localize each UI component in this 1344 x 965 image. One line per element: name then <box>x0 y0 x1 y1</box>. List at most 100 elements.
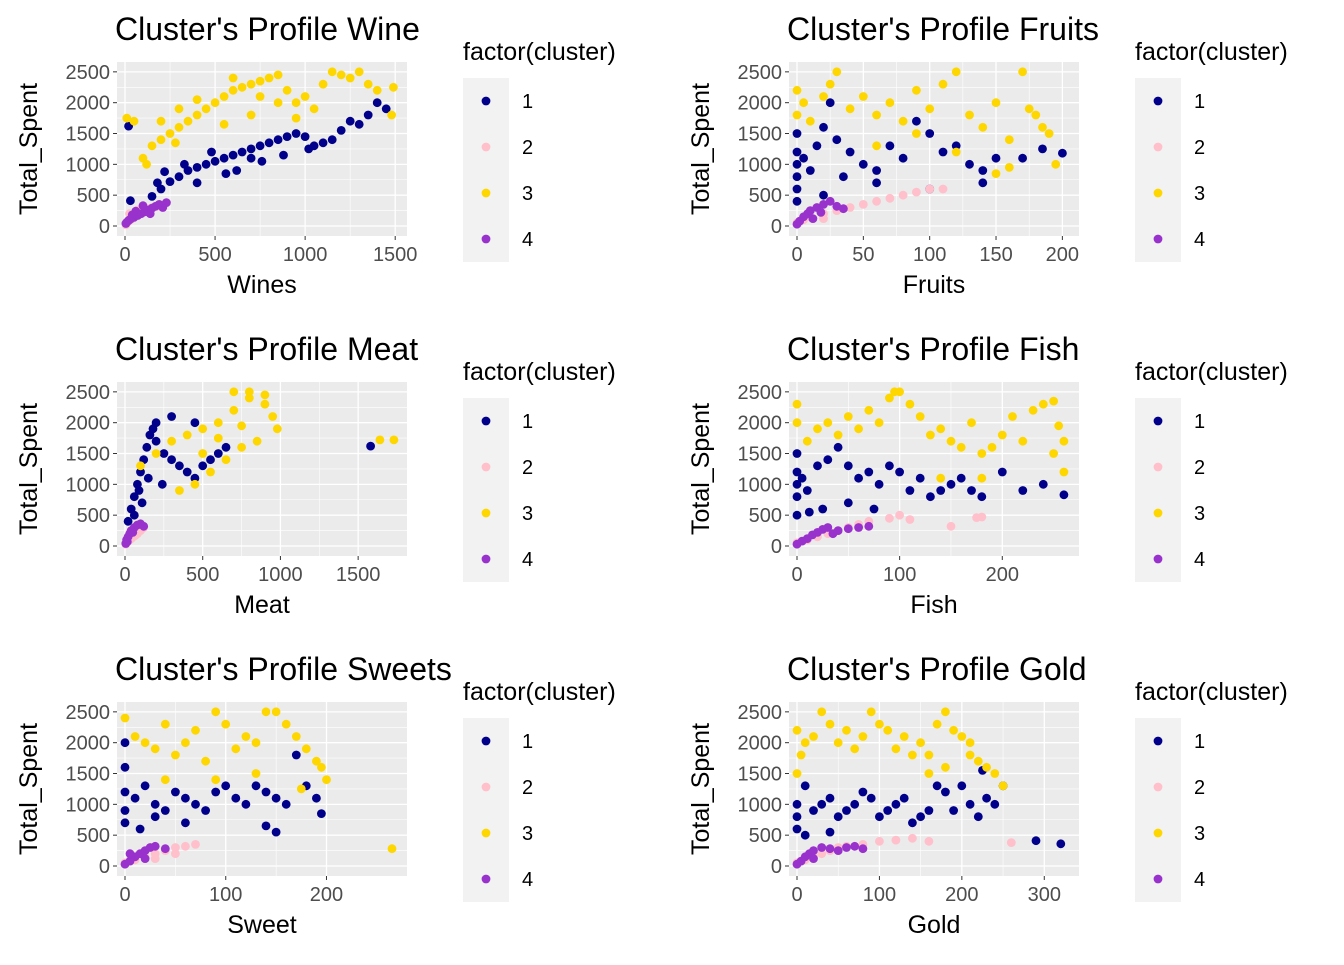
data-point-cluster-1 <box>804 507 814 517</box>
data-point-cluster-4 <box>809 846 818 855</box>
data-point-cluster-2 <box>924 836 934 846</box>
data-point-cluster-4 <box>854 523 863 532</box>
data-point-cluster-1 <box>858 787 868 797</box>
legend-label-4: 4 <box>522 869 533 891</box>
data-point-cluster-2 <box>938 184 948 194</box>
data-point-cluster-2 <box>895 510 904 520</box>
data-point-cluster-4 <box>858 844 868 854</box>
data-point-cluster-3 <box>147 141 157 151</box>
data-point-cluster-3 <box>802 436 812 446</box>
data-point-cluster-1 <box>241 799 251 809</box>
data-point-cluster-3 <box>977 449 987 458</box>
data-point-cluster-3 <box>171 138 180 148</box>
legend-key-2 <box>481 782 491 792</box>
data-point-cluster-1 <box>872 178 881 188</box>
legend-label-2: 2 <box>522 777 533 799</box>
data-point-cluster-1 <box>167 412 177 421</box>
data-point-cluster-1 <box>802 486 812 495</box>
data-point-cluster-1 <box>210 156 220 166</box>
data-point-cluster-1 <box>137 498 147 508</box>
data-point-cluster-3 <box>926 430 935 440</box>
data-point-cluster-1 <box>159 449 169 458</box>
data-point-cluster-3 <box>165 129 175 138</box>
data-point-cluster-3 <box>800 738 810 748</box>
x-tick-label: 500 <box>186 564 219 586</box>
x-axis-title: Wines <box>227 271 296 299</box>
data-point-cluster-3 <box>156 135 166 145</box>
data-point-cluster-1 <box>372 98 382 108</box>
data-point-cluster-1 <box>1038 144 1047 154</box>
data-point-cluster-4 <box>145 209 155 219</box>
data-point-cluster-3 <box>130 732 140 741</box>
data-point-cluster-3 <box>160 775 170 785</box>
legend-label-1: 1 <box>522 91 533 113</box>
data-point-cluster-3 <box>1018 436 1028 446</box>
data-point-cluster-1 <box>257 156 267 166</box>
data-point-cluster-4 <box>843 524 853 534</box>
data-point-cluster-1 <box>885 461 894 471</box>
legend-label-3: 3 <box>522 183 533 205</box>
data-point-cluster-1 <box>850 799 860 809</box>
data-point-cluster-3 <box>924 750 934 760</box>
data-point-cluster-1 <box>936 486 946 495</box>
data-point-cluster-3 <box>191 725 200 735</box>
data-point-cluster-3 <box>997 430 1007 440</box>
data-point-cluster-1 <box>190 418 200 428</box>
data-point-cluster-1 <box>1058 148 1067 158</box>
data-point-cluster-3 <box>912 129 921 138</box>
data-point-cluster-1 <box>281 799 291 809</box>
data-point-cluster-3 <box>251 738 261 748</box>
legend-key-background <box>463 718 509 902</box>
x-tick-label: 100 <box>863 884 896 906</box>
data-point-cluster-3 <box>1008 412 1017 421</box>
data-point-cluster-4 <box>160 844 170 854</box>
legend-label-3: 3 <box>1194 823 1205 845</box>
data-point-cluster-1 <box>381 104 391 114</box>
y-tick-label: 0 <box>771 536 782 558</box>
legend-label-1: 1 <box>522 411 533 433</box>
y-tick-label: 2000 <box>738 413 783 435</box>
legend-key-background <box>463 78 509 262</box>
data-point-cluster-3 <box>823 418 833 428</box>
data-point-cluster-1 <box>151 418 161 428</box>
data-point-cluster-3 <box>198 449 208 458</box>
data-point-cluster-1 <box>898 153 908 163</box>
data-point-cluster-3 <box>805 116 815 126</box>
data-point-cluster-1 <box>181 818 190 828</box>
x-axis-title: Meat <box>234 591 290 619</box>
data-point-cluster-3 <box>941 762 950 772</box>
data-point-cluster-3 <box>977 473 987 483</box>
data-point-cluster-1 <box>991 153 1001 163</box>
data-point-cluster-3 <box>1049 449 1058 458</box>
data-point-cluster-3 <box>228 73 238 83</box>
data-point-cluster-2 <box>925 184 935 194</box>
y-tick-label: 2000 <box>66 413 111 435</box>
data-point-cluster-4 <box>842 843 851 852</box>
data-point-cluster-1 <box>261 821 271 831</box>
y-tick-label: 2500 <box>66 382 111 404</box>
data-point-cluster-1 <box>817 799 827 809</box>
data-point-cluster-4 <box>819 200 828 209</box>
data-point-cluster-3 <box>213 418 223 428</box>
data-point-cluster-1 <box>228 150 238 160</box>
data-point-cluster-2 <box>817 849 827 859</box>
data-point-cluster-3 <box>273 70 283 80</box>
data-point-cluster-3 <box>825 79 835 89</box>
data-point-cluster-1 <box>192 163 202 172</box>
legend-title: factor(cluster) <box>463 38 616 66</box>
data-point-cluster-1 <box>167 455 177 465</box>
data-point-cluster-1 <box>885 141 895 151</box>
x-tick-label: 100 <box>209 884 242 906</box>
x-tick-label: 200 <box>1046 244 1079 266</box>
data-point-cluster-3 <box>160 719 170 729</box>
data-point-cluster-3 <box>219 92 229 101</box>
data-point-cluster-3 <box>936 473 946 483</box>
data-point-cluster-2 <box>912 187 921 197</box>
data-point-cluster-1 <box>956 473 966 483</box>
data-point-cluster-1 <box>843 461 853 471</box>
y-axis-title: Total_Spent <box>15 723 43 855</box>
chart-panel-2: 0 500 1000 1500 2000 2500 0 50 100 150 200 Cluster'… <box>687 11 1288 299</box>
data-point-cluster-3 <box>198 424 208 434</box>
data-point-cluster-1 <box>823 455 833 465</box>
data-point-cluster-1 <box>965 799 975 809</box>
